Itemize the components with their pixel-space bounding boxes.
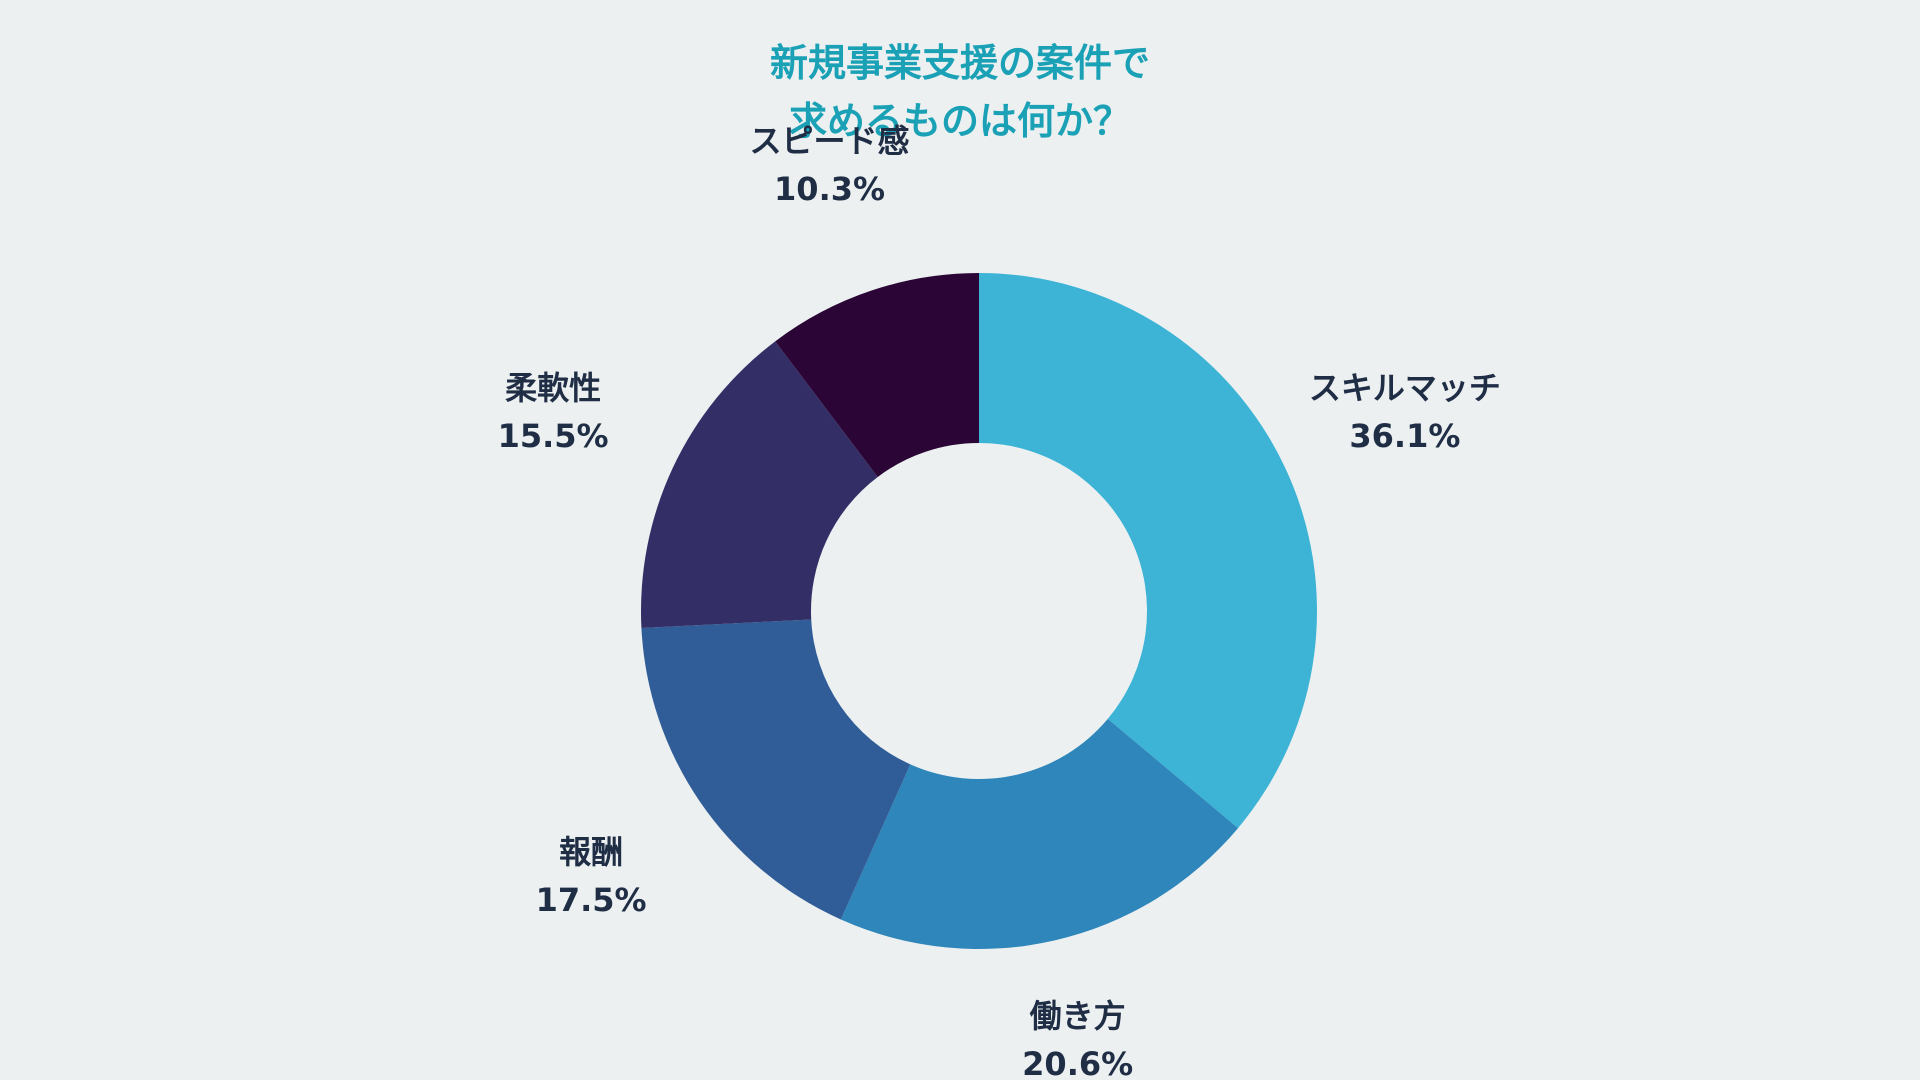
slice-label-5: スピード感 10.3% bbox=[750, 117, 910, 213]
donut-slice-4 bbox=[641, 341, 878, 628]
slice-label-name: 報酬 bbox=[559, 833, 624, 872]
slice-label-2: 働き方 20.6% bbox=[1022, 992, 1133, 1080]
slice-label-3: 報酬 17.5% bbox=[536, 828, 647, 924]
donut-slice-5 bbox=[775, 273, 979, 477]
chart-title: 新規事業支援の案件で 求めるものは何か？ bbox=[0, 34, 1920, 150]
donut-slice-3 bbox=[641, 619, 911, 920]
slice-label-name: 柔軟性 bbox=[505, 369, 602, 408]
slice-label-value: 17.5% bbox=[535, 881, 647, 920]
slice-label-value: 20.6% bbox=[1022, 1044, 1134, 1080]
slice-label-1: スキルマッチ 36.1% bbox=[1309, 364, 1501, 460]
chart-title-line-2: 求めるものは何か？ bbox=[788, 99, 1131, 143]
slice-label-value: 10.3% bbox=[774, 170, 886, 209]
slice-label-value: 36.1% bbox=[1349, 417, 1461, 456]
slice-label-name: スキルマッチ bbox=[1308, 369, 1501, 408]
chart-title-line-1: 新規事業支援の案件で bbox=[769, 41, 1150, 85]
slice-label-name: 働き方 bbox=[1029, 996, 1126, 1035]
slice-label-name: スピード感 bbox=[749, 122, 910, 161]
donut-slice-2 bbox=[840, 718, 1239, 949]
slice-label-value: 15.5% bbox=[497, 417, 609, 456]
donut-slice-1 bbox=[979, 273, 1317, 829]
slice-label-4: 柔軟性 15.5% bbox=[498, 364, 609, 460]
